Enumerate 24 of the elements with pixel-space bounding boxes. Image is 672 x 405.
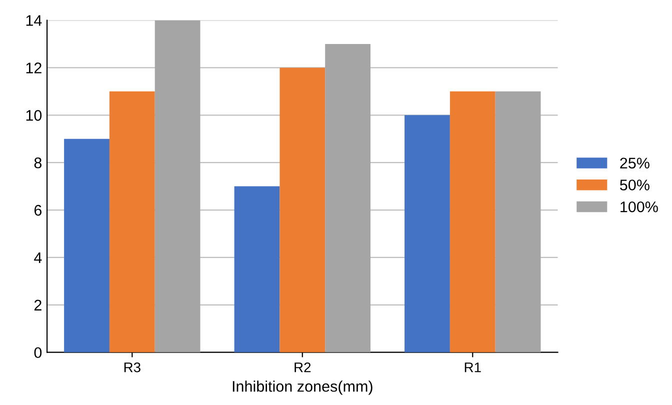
y-tick-label: 6 (34, 204, 42, 216)
x-tick-label: R1 (464, 362, 481, 372)
bar (154, 20, 200, 352)
legend-label: 50% (620, 180, 650, 190)
bar (280, 68, 326, 352)
bar (404, 115, 450, 352)
bar (450, 91, 496, 352)
y-tick-label: 8 (34, 157, 42, 168)
x-axis-title: Inhibition zones(mm) (232, 380, 372, 395)
x-tick-label: R2 (294, 362, 311, 372)
bar (495, 91, 541, 352)
y-tick-label: 10 (26, 110, 42, 121)
y-tick-label: 2 (34, 300, 42, 310)
y-tick-label: 14 (26, 15, 42, 26)
y-tick-label: 4 (34, 252, 42, 263)
x-tick-label: R3 (124, 362, 140, 372)
bar (109, 91, 155, 352)
bar (234, 186, 280, 352)
legend-label: 25% (620, 158, 650, 169)
y-tick-label: 12 (26, 62, 42, 74)
bar (325, 44, 370, 352)
legend-label: 100% (620, 201, 658, 212)
bar (64, 138, 110, 352)
y-tick-label: 0 (34, 347, 42, 358)
